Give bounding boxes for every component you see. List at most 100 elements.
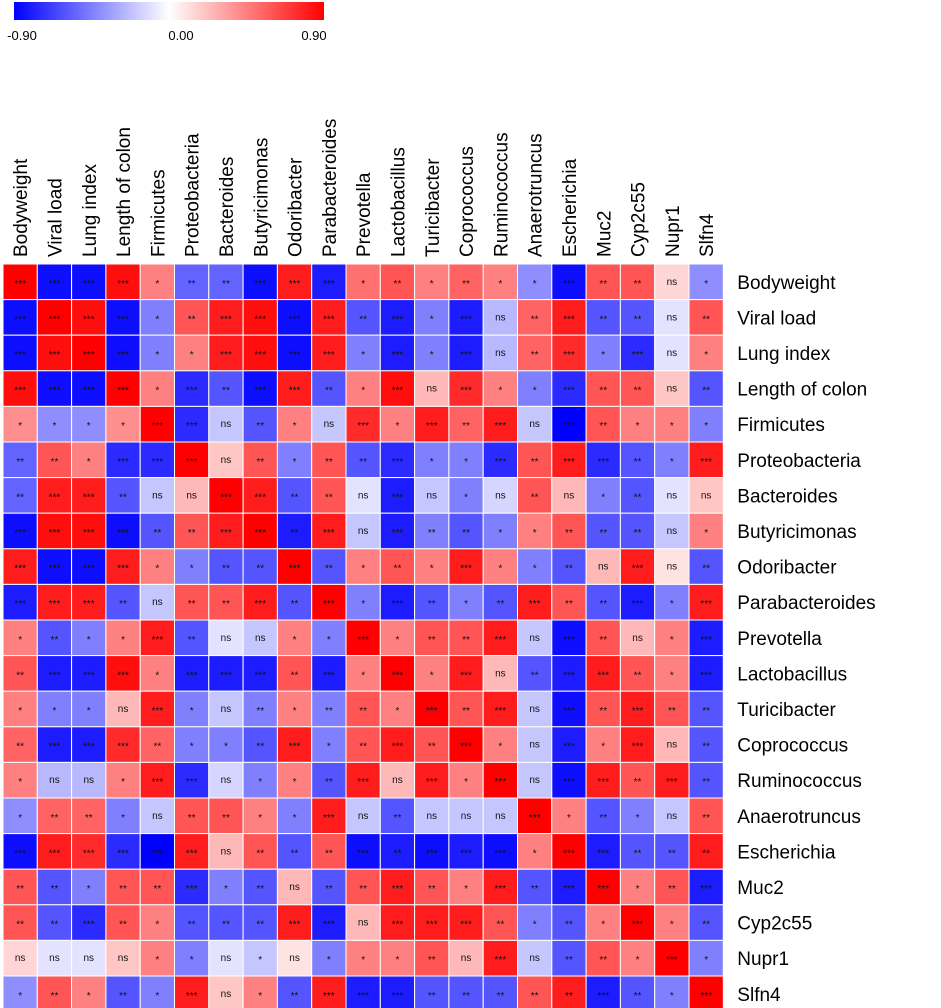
- heatmap-cell: [414, 405, 450, 443]
- cell-significance-label: *: [293, 706, 297, 717]
- heatmap-cell: [585, 619, 621, 657]
- cell-significance-label: **: [325, 848, 333, 859]
- heatmap-cell: [2, 263, 38, 301]
- cell-significance-label: ***: [117, 528, 129, 539]
- cell-significance-label: **: [291, 492, 299, 503]
- cell-significance-label: **: [565, 564, 573, 575]
- cell-significance-label: ns: [461, 811, 472, 822]
- cell-significance-label: ns: [221, 953, 232, 964]
- heatmap-cell: [71, 441, 107, 479]
- cell-significance-label: **: [599, 528, 607, 539]
- cell-significance-label: *: [155, 955, 159, 966]
- cell-significance-label: ***: [83, 314, 95, 325]
- cell-significance-label: **: [51, 457, 59, 468]
- cell-significance-label: **: [462, 528, 470, 539]
- heatmap-cell: [585, 405, 621, 443]
- cell-significance-label: ***: [563, 848, 575, 859]
- heatmap-cell: [585, 726, 621, 763]
- heatmap-cell: [208, 405, 244, 443]
- cell-significance-label: ***: [14, 314, 26, 325]
- cell-significance-label: ns: [392, 775, 403, 786]
- heatmap-cell: [139, 405, 175, 443]
- cell-significance-label: ***: [49, 386, 61, 397]
- heatmap-cell: [414, 939, 450, 977]
- heatmap-cell: [654, 655, 690, 692]
- cell-significance-label: *: [258, 991, 262, 1002]
- cell-significance-label: ***: [289, 350, 301, 361]
- cell-significance-label: *: [601, 742, 605, 753]
- heatmap-cell: [105, 939, 141, 977]
- cell-significance-label: ns: [358, 811, 369, 822]
- cell-significance-label: **: [291, 528, 299, 539]
- cell-significance-label: **: [599, 314, 607, 325]
- cell-significance-label: ***: [460, 920, 472, 931]
- cell-significance-label: ***: [392, 314, 404, 325]
- cell-significance-label: *: [52, 421, 56, 432]
- cell-significance-label: ***: [426, 848, 438, 859]
- cell-significance-label: *: [498, 528, 502, 539]
- cell-significance-label: **: [599, 421, 607, 432]
- cell-significance-label: ns: [667, 490, 678, 501]
- cell-significance-label: ***: [460, 670, 472, 681]
- heatmap-cell: [585, 761, 621, 799]
- cell-significance-label: **: [51, 635, 59, 646]
- cell-significance-label: *: [395, 421, 399, 432]
- cell-significance-label: **: [599, 955, 607, 966]
- heatmap-cell: [139, 370, 175, 407]
- cell-significance-label: ***: [392, 457, 404, 468]
- cell-significance-label: **: [702, 777, 710, 788]
- cell-significance-label: *: [327, 635, 331, 646]
- heatmap-cell: [208, 975, 244, 1008]
- column-label: Lactobacillus: [388, 147, 409, 257]
- heatmap-cell: [242, 619, 278, 657]
- cell-significance-label: *: [670, 599, 674, 610]
- cell-significance-label: **: [16, 457, 24, 468]
- heatmap-cell: [139, 548, 175, 585]
- cell-significance-label: **: [634, 848, 642, 859]
- heatmap-cell: [105, 370, 141, 407]
- cell-significance-label: ns: [529, 775, 540, 786]
- cell-significance-label: *: [636, 421, 640, 432]
- heatmap-cell: [379, 939, 416, 977]
- heatmap-cell: [379, 334, 416, 372]
- cell-significance-label: ns: [529, 740, 540, 751]
- cell-significance-label: ns: [358, 490, 369, 501]
- cell-significance-label: ns: [667, 526, 678, 537]
- cell-significance-label: **: [188, 279, 196, 290]
- cell-significance-label: ***: [323, 813, 335, 824]
- heatmap-cell: [585, 655, 621, 692]
- cell-significance-label: *: [430, 457, 434, 468]
- heatmap-cell: [688, 619, 724, 657]
- cell-significance-label: **: [222, 386, 230, 397]
- cell-significance-label: **: [51, 920, 59, 931]
- cell-significance-label: ***: [83, 920, 95, 931]
- heatmap-cell: [345, 726, 381, 763]
- cell-significance-label: ns: [289, 882, 300, 893]
- cell-significance-label: *: [430, 314, 434, 325]
- heatmap-cell: [345, 904, 381, 941]
- heatmap-cell: [36, 939, 73, 977]
- heatmap-cell: [517, 370, 553, 407]
- cell-significance-label: ***: [152, 421, 164, 432]
- heatmap-cell: [242, 761, 278, 799]
- heatmap-cell: [105, 690, 141, 728]
- cell-significance-label: ***: [529, 599, 541, 610]
- heatmap-cell: [448, 334, 484, 372]
- cell-significance-label: ns: [152, 597, 163, 608]
- heatmap-cell: [654, 797, 690, 835]
- cell-significance-label: **: [153, 742, 161, 753]
- cell-significance-label: ***: [700, 457, 712, 468]
- row-label: Slfn4: [737, 985, 781, 1006]
- heatmap-cell: [139, 761, 175, 799]
- heatmap-cell: [551, 975, 587, 1008]
- cell-significance-label: **: [394, 279, 402, 290]
- cell-significance-label: **: [16, 920, 24, 931]
- heatmap-cell: [482, 975, 519, 1008]
- heatmap-cell: [208, 441, 244, 479]
- heatmap-cell: [414, 334, 450, 372]
- heatmap-cell: [619, 370, 656, 407]
- cell-significance-label: ***: [289, 742, 301, 753]
- cell-significance-label: *: [498, 279, 502, 290]
- heatmap-cell: [448, 548, 484, 585]
- cell-significance-label: ns: [529, 633, 540, 644]
